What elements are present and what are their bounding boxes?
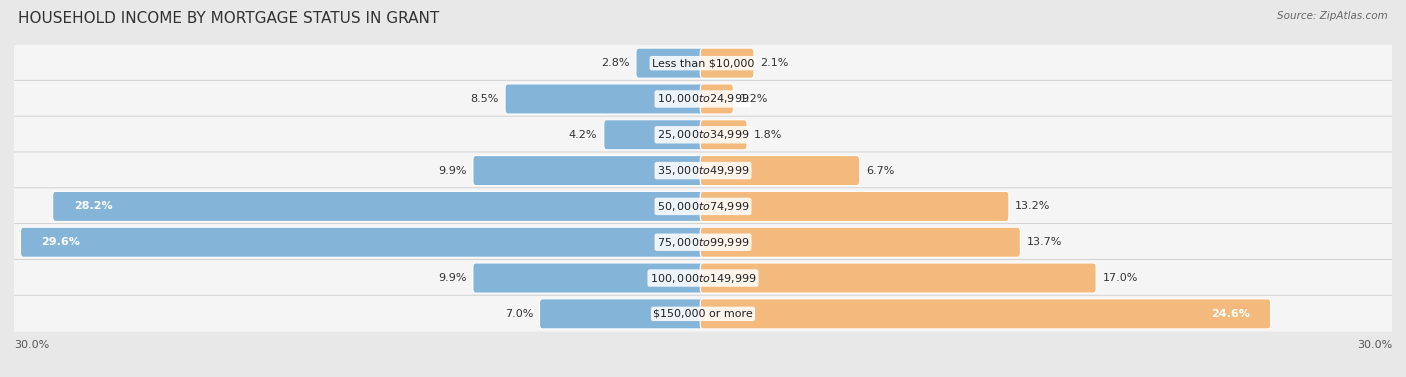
Text: $50,000 to $74,999: $50,000 to $74,999 bbox=[657, 200, 749, 213]
Text: 30.0%: 30.0% bbox=[14, 340, 49, 349]
FancyBboxPatch shape bbox=[0, 224, 1406, 261]
Text: 9.9%: 9.9% bbox=[437, 273, 467, 283]
Text: $10,000 to $24,999: $10,000 to $24,999 bbox=[657, 92, 749, 106]
FancyBboxPatch shape bbox=[636, 48, 706, 78]
Text: $150,000 or more: $150,000 or more bbox=[654, 309, 752, 319]
Text: 1.2%: 1.2% bbox=[740, 94, 768, 104]
FancyBboxPatch shape bbox=[0, 295, 1406, 333]
FancyBboxPatch shape bbox=[700, 192, 1010, 221]
FancyBboxPatch shape bbox=[700, 84, 734, 114]
Text: Source: ZipAtlas.com: Source: ZipAtlas.com bbox=[1277, 11, 1388, 21]
FancyBboxPatch shape bbox=[472, 156, 706, 185]
Text: 7.0%: 7.0% bbox=[505, 309, 533, 319]
Text: 4.2%: 4.2% bbox=[569, 130, 598, 140]
Text: 9.9%: 9.9% bbox=[437, 166, 467, 176]
Text: 17.0%: 17.0% bbox=[1102, 273, 1137, 283]
Text: 2.1%: 2.1% bbox=[761, 58, 789, 68]
FancyBboxPatch shape bbox=[603, 120, 706, 150]
Text: $25,000 to $34,999: $25,000 to $34,999 bbox=[657, 128, 749, 141]
FancyBboxPatch shape bbox=[700, 299, 1271, 329]
FancyBboxPatch shape bbox=[0, 116, 1406, 153]
FancyBboxPatch shape bbox=[505, 84, 706, 114]
FancyBboxPatch shape bbox=[21, 227, 706, 257]
Text: HOUSEHOLD INCOME BY MORTGAGE STATUS IN GRANT: HOUSEHOLD INCOME BY MORTGAGE STATUS IN G… bbox=[18, 11, 440, 26]
Text: Less than $10,000: Less than $10,000 bbox=[652, 58, 754, 68]
Text: 30.0%: 30.0% bbox=[1357, 340, 1392, 349]
FancyBboxPatch shape bbox=[0, 259, 1406, 297]
Text: 13.2%: 13.2% bbox=[1015, 201, 1050, 211]
FancyBboxPatch shape bbox=[540, 299, 706, 329]
FancyBboxPatch shape bbox=[0, 80, 1406, 118]
FancyBboxPatch shape bbox=[0, 188, 1406, 225]
FancyBboxPatch shape bbox=[472, 263, 706, 293]
FancyBboxPatch shape bbox=[52, 192, 706, 221]
Text: $75,000 to $99,999: $75,000 to $99,999 bbox=[657, 236, 749, 249]
Text: 2.8%: 2.8% bbox=[600, 58, 630, 68]
Text: 29.6%: 29.6% bbox=[42, 237, 80, 247]
Text: $35,000 to $49,999: $35,000 to $49,999 bbox=[657, 164, 749, 177]
FancyBboxPatch shape bbox=[700, 48, 754, 78]
FancyBboxPatch shape bbox=[0, 44, 1406, 82]
FancyBboxPatch shape bbox=[700, 156, 859, 185]
Text: 24.6%: 24.6% bbox=[1211, 309, 1250, 319]
Text: 1.8%: 1.8% bbox=[754, 130, 782, 140]
Text: $100,000 to $149,999: $100,000 to $149,999 bbox=[650, 271, 756, 285]
FancyBboxPatch shape bbox=[0, 152, 1406, 189]
Text: 8.5%: 8.5% bbox=[470, 94, 499, 104]
FancyBboxPatch shape bbox=[700, 227, 1021, 257]
Text: 6.7%: 6.7% bbox=[866, 166, 894, 176]
Text: 13.7%: 13.7% bbox=[1026, 237, 1062, 247]
Text: 28.2%: 28.2% bbox=[73, 201, 112, 211]
FancyBboxPatch shape bbox=[700, 263, 1097, 293]
FancyBboxPatch shape bbox=[700, 120, 747, 150]
